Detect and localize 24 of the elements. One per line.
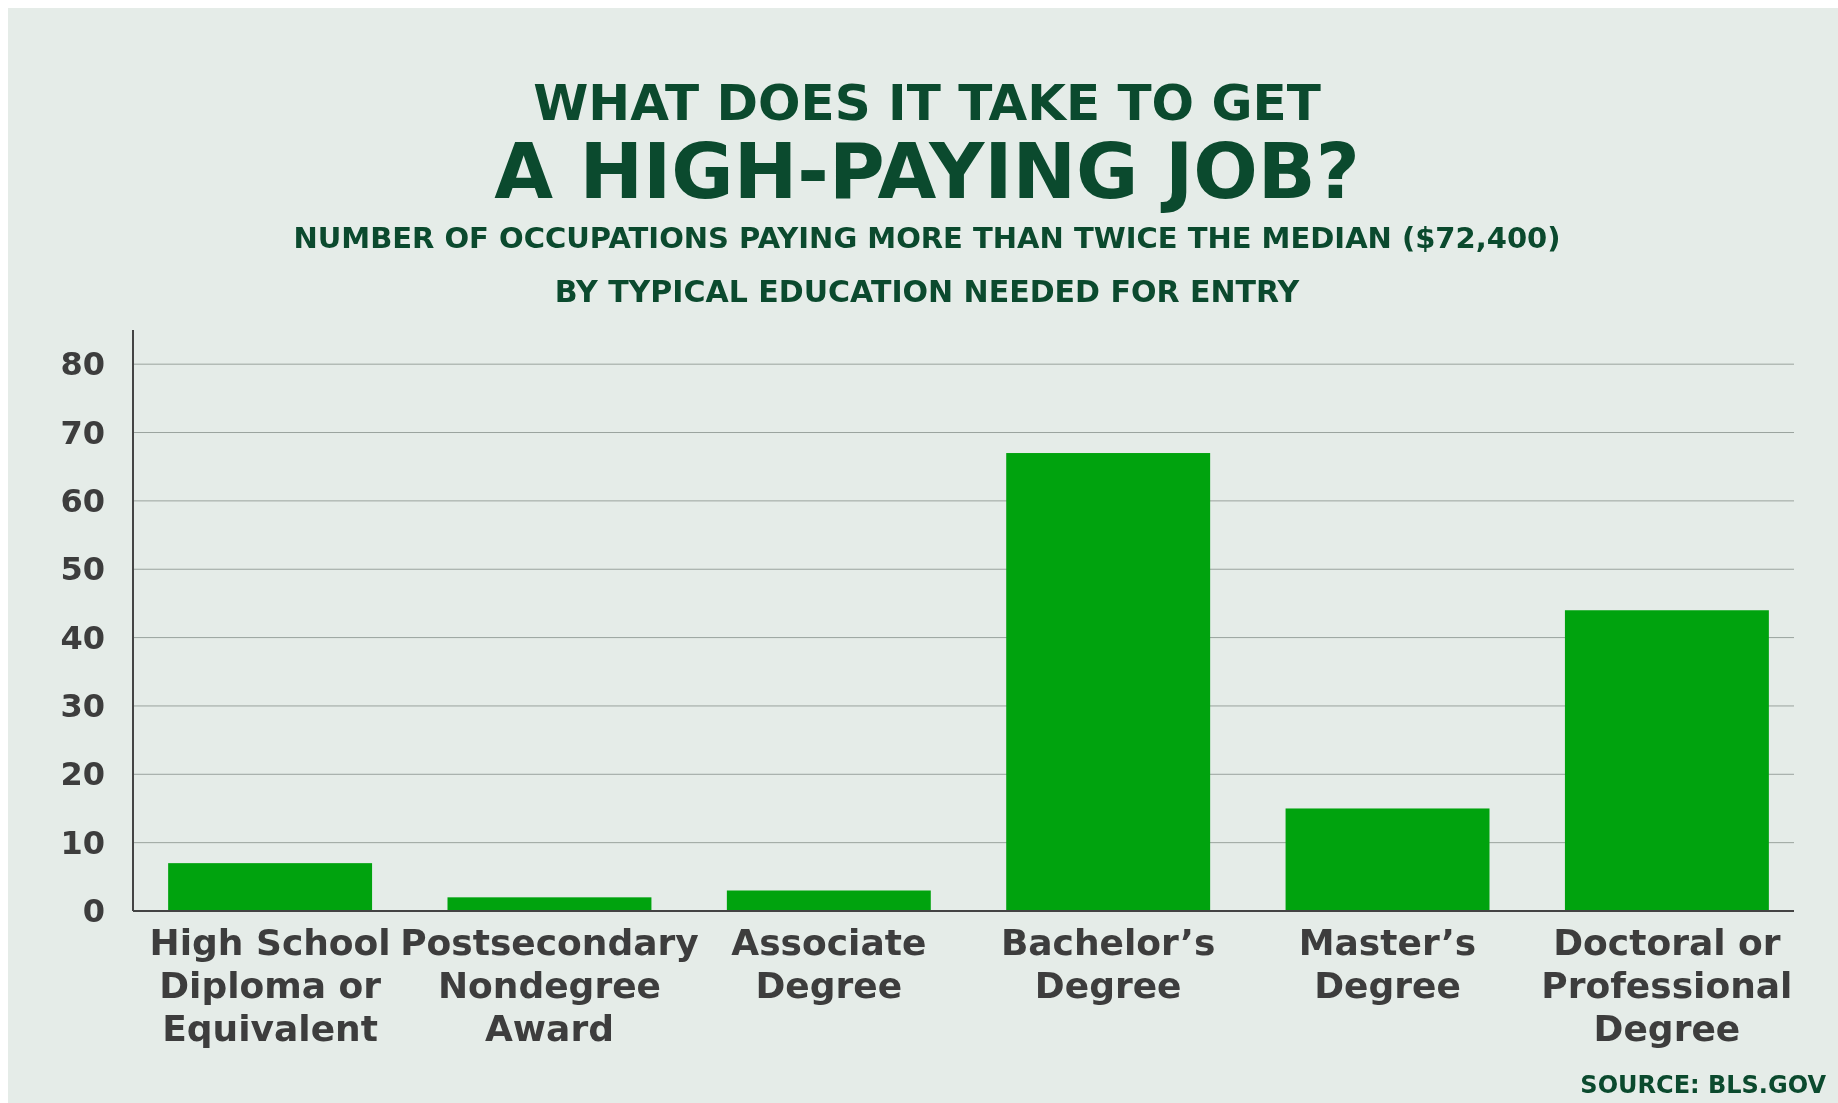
- x-tick-label: Master’s Degree: [1298, 922, 1477, 1006]
- x-tick-label: Bachelor’s Degree: [1000, 922, 1216, 1006]
- bar: [1285, 808, 1490, 911]
- bar: [168, 863, 373, 911]
- bar: [1564, 610, 1769, 911]
- y-tick-label: 70: [60, 413, 105, 452]
- y-tick-label: 20: [60, 755, 105, 794]
- y-tick-label: 60: [60, 482, 105, 521]
- bar: [1006, 453, 1211, 911]
- chart-subtitle: NUMBER OF OCCUPATIONS PAYING MORE THAN TWICE THE MEDIAN ($72,400) BY TYPICAL EDUCATION NEEDED FOR ENTRY: [293, 221, 1561, 309]
- x-tick-label: High School Diploma or Equivalent: [149, 922, 391, 1049]
- y-tick-label: 10: [60, 823, 105, 862]
- y-tick-label: 50: [60, 550, 105, 589]
- bar: [726, 890, 931, 911]
- source-note: SOURCE: BLS.GOV: [1580, 1071, 1827, 1099]
- x-tick-label: Associate Degree: [731, 922, 927, 1006]
- y-tick-label: 0: [82, 892, 105, 931]
- bar: [447, 897, 652, 911]
- y-tick-label: 80: [60, 345, 105, 384]
- y-tick-label: 40: [60, 618, 105, 657]
- y-tick-label: 30: [60, 687, 105, 726]
- x-tick-label: Doctoral or Professional Degree: [1541, 922, 1793, 1049]
- chart-title: WHAT DOES IT TAKE TO GET A HIGH-PAYING JOB?: [494, 74, 1360, 216]
- x-tick-label: Postsecondary Nondegree Award: [400, 922, 699, 1049]
